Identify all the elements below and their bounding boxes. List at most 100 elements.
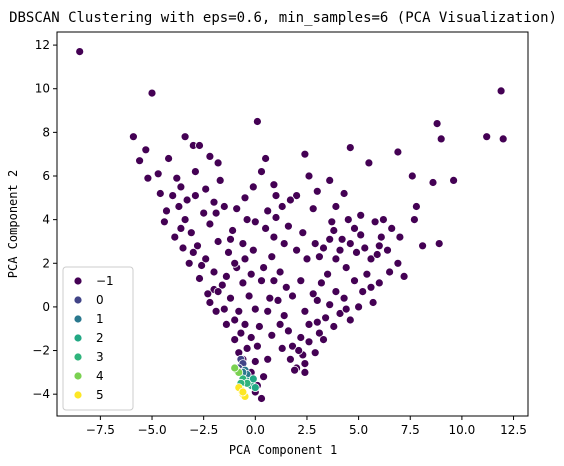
data-point-cluster-0-53 xyxy=(350,276,359,286)
data-point-cluster-0-141 xyxy=(294,346,304,355)
data-point-cluster-0-51 xyxy=(323,269,333,279)
x-tick-label-7: 10.0 xyxy=(449,423,476,437)
data-point-cluster-0-138 xyxy=(300,306,310,316)
data-point-cluster-0-170 xyxy=(221,319,231,329)
data-point-cluster-0-190 xyxy=(176,182,186,192)
data-point-cluster-0-193 xyxy=(298,228,308,238)
data-point-cluster-0-145 xyxy=(331,287,341,297)
legend-marker-2 xyxy=(73,314,83,324)
y-tick-label-4: 4 xyxy=(42,213,50,227)
data-point-cluster-0-130 xyxy=(393,258,403,268)
data-point-cluster-0-52 xyxy=(341,263,351,273)
data-point-cluster-0-32 xyxy=(393,147,403,157)
data-point-cluster-0-132 xyxy=(366,282,376,292)
data-point-cluster-0-189 xyxy=(153,169,163,179)
legend-label-1: 0 xyxy=(96,293,104,307)
data-point-cluster-0-6 xyxy=(432,119,442,128)
data-point-cluster-0-134 xyxy=(352,247,361,257)
data-point-cluster-0-182 xyxy=(341,304,351,314)
data-point-cluster-0-76 xyxy=(242,215,252,225)
data-point-cluster-0-28 xyxy=(325,175,335,185)
legend-marker-3 xyxy=(73,333,83,343)
data-point-cluster-0-198 xyxy=(226,234,235,244)
data-point-cluster-0-123 xyxy=(238,239,248,249)
data-point-cluster-6-4 xyxy=(238,387,248,397)
data-point-cluster-0-1 xyxy=(147,88,157,98)
data-point-cluster-0-102 xyxy=(199,208,209,218)
data-point-cluster-0-148 xyxy=(271,213,281,222)
data-point-cluster-0-46 xyxy=(343,215,353,225)
data-point-cluster-0-42 xyxy=(376,232,386,242)
data-point-cluster-0-80 xyxy=(273,295,283,305)
x-axis-label: PCA Component 1 xyxy=(229,443,337,457)
data-point-cluster-0-88 xyxy=(246,333,256,342)
data-point-cluster-0-178 xyxy=(372,250,382,259)
data-point-cluster-0-33 xyxy=(407,171,417,181)
data-point-cluster-0-94 xyxy=(201,254,211,264)
data-point-cluster-0-17 xyxy=(164,154,174,163)
data-point-cluster-0-183 xyxy=(329,322,339,331)
data-point-cluster-0-61 xyxy=(296,333,306,342)
data-point-cluster-0-72 xyxy=(279,239,289,249)
data-point-cluster-0-47 xyxy=(337,234,347,244)
data-point-cluster-0-125 xyxy=(308,204,318,214)
data-point-cluster-0-163 xyxy=(159,217,169,227)
data-point-cluster-0-180 xyxy=(374,278,384,288)
data-point-cluster-0-95 xyxy=(193,241,202,251)
data-point-cluster-0-192 xyxy=(285,195,295,205)
data-point-cluster-0-98 xyxy=(174,202,184,211)
plot-frame xyxy=(56,31,529,417)
data-point-cluster-0-74 xyxy=(261,223,271,233)
data-point-cluster-0-104 xyxy=(213,237,223,246)
data-point-cluster-0-194 xyxy=(275,267,285,277)
data-point-cluster-0-166 xyxy=(184,258,194,268)
data-point-cluster-0-151 xyxy=(240,254,250,264)
data-point-cluster-0-140 xyxy=(290,365,300,375)
y-tick-label-6: 8 xyxy=(42,125,50,139)
data-point-cluster-0-131 xyxy=(399,271,409,281)
data-point-cluster-0-103 xyxy=(205,219,215,229)
data-point-cluster-0-142 xyxy=(304,337,314,347)
data-point-cluster-0-177 xyxy=(360,243,370,253)
data-point-cluster-0-124 xyxy=(283,221,293,231)
y-axis: −4 −2 0 2 4 6 8 10 12 xyxy=(32,38,57,401)
data-point-cluster-0-153 xyxy=(221,271,231,281)
data-point-cluster-0-57 xyxy=(335,309,345,318)
x-tick-label-1: −5.0 xyxy=(137,423,166,437)
data-point-cluster-0-39 xyxy=(434,239,444,249)
data-point-cluster-0-110 xyxy=(242,343,252,353)
data-point-cluster-0-206 xyxy=(300,359,310,369)
data-point-cluster-0-0 xyxy=(75,47,85,56)
data-point-cluster-0-48 xyxy=(329,226,339,235)
data-point-cluster-0-111 xyxy=(236,328,246,338)
data-point-cluster-0-176 xyxy=(345,239,355,249)
data-point-cluster-0-43 xyxy=(383,245,392,255)
data-point-cluster-0-13 xyxy=(205,151,215,161)
data-point-cluster-0-16 xyxy=(143,173,153,183)
data-point-cluster-0-25 xyxy=(304,171,314,181)
data-point-cluster-0-115 xyxy=(197,261,207,270)
data-point-cluster-0-9 xyxy=(141,145,151,155)
data-point-cluster-0-118 xyxy=(162,206,171,216)
data-point-cluster-0-112 xyxy=(230,315,240,325)
data-point-cluster-0-154 xyxy=(213,287,223,297)
data-point-cluster-0-84 xyxy=(250,357,260,366)
data-point-cluster-0-54 xyxy=(358,287,368,297)
data-point-cluster-0-7 xyxy=(436,134,446,144)
data-point-cluster-3-1 xyxy=(250,383,260,393)
legend-marker-5 xyxy=(73,371,83,381)
data-point-cluster-3-3 xyxy=(248,374,258,384)
data-point-cluster-0-120 xyxy=(219,202,229,211)
data-point-cluster-0-137 xyxy=(308,289,318,299)
data-point-cluster-0-69 xyxy=(296,276,306,286)
y-tick-label-7: 10 xyxy=(35,82,50,96)
data-point-cluster-0-175 xyxy=(335,245,345,255)
data-point-cluster-0-36 xyxy=(411,202,421,211)
data-point-cluster-0-168 xyxy=(203,289,213,299)
data-point-cluster-0-188 xyxy=(190,167,200,177)
legend-marker-6 xyxy=(73,390,83,400)
plot-area xyxy=(57,32,528,416)
legend-label-0: −1 xyxy=(96,274,114,288)
data-point-cluster-0-155 xyxy=(205,298,215,307)
data-point-cluster-0-90 xyxy=(234,306,244,316)
